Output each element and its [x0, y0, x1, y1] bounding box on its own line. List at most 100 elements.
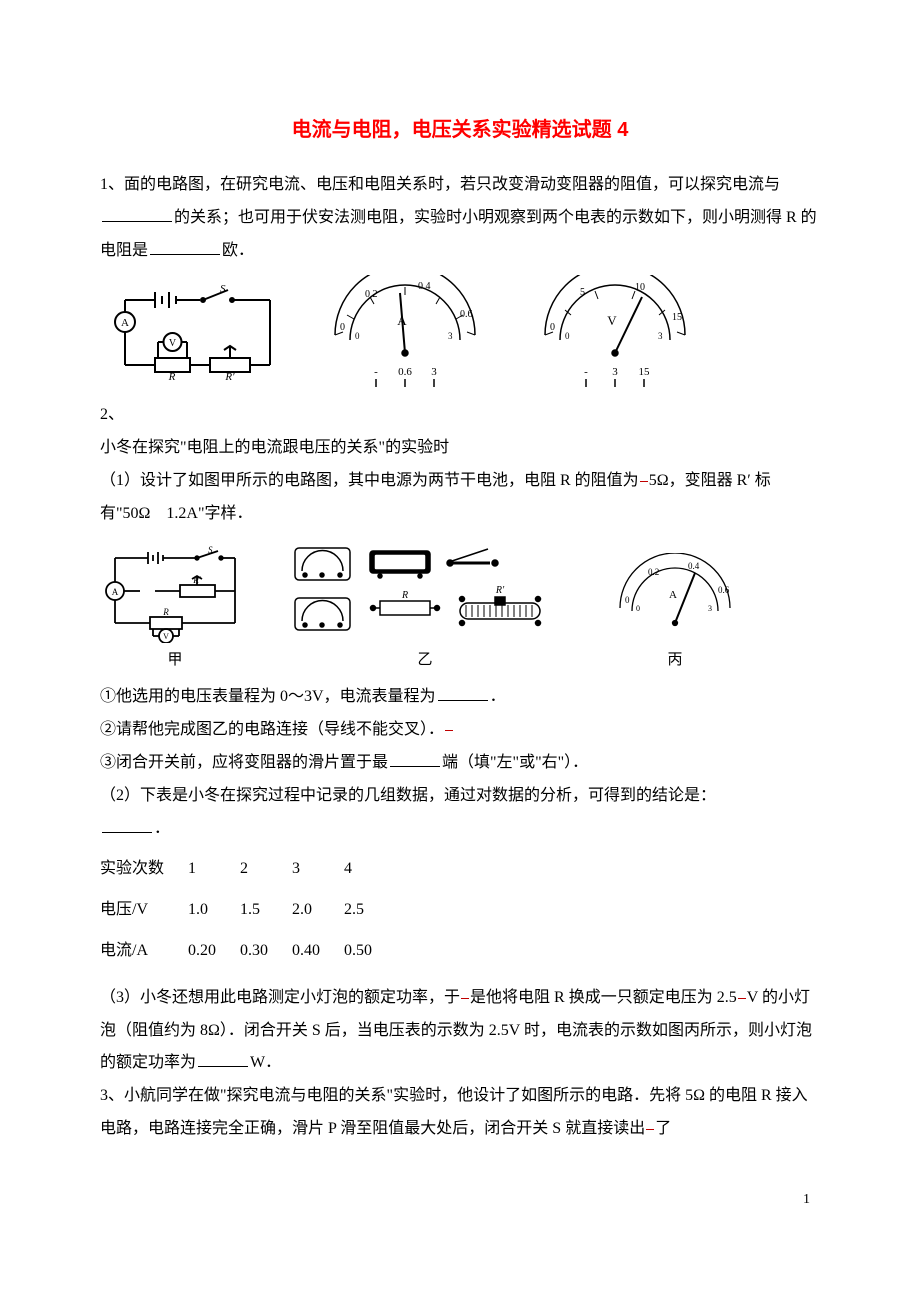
table-cell: 2.0 — [292, 890, 344, 931]
page-number: 1 — [100, 1186, 820, 1215]
tick-label: 0 — [625, 595, 630, 605]
q2-p2: （2）下表是小冬在探究过程中记录的几组数据，通过对数据的分析，可得到的结论是： — [100, 780, 820, 813]
blank — [150, 238, 220, 255]
table-cell: 电压/V — [100, 890, 188, 931]
table-cell: 0.40 — [292, 931, 344, 972]
q2-p3: （3）小冬还想用此电路测定小灯泡的额定功率，于是他将电阻 R 换成一只额定电压为… — [100, 982, 820, 1080]
table-cell: 2 — [240, 849, 292, 890]
q2-p2-blank-row: ． — [100, 813, 820, 846]
q2-s1-end: ． — [490, 688, 506, 705]
table-cell: 1 — [188, 849, 240, 890]
resistor-label: R — [401, 590, 408, 601]
terminal-label: 15 — [639, 366, 651, 378]
tick-label: 3 — [708, 604, 712, 613]
terminal-label: - — [374, 366, 378, 378]
terminal-label: 0.6 — [398, 366, 412, 378]
unit-label: A — [669, 589, 677, 601]
q3-text: 3、小航同学在做"探究电流与电阻的关系"实验时，他设计了如图所示的电路．先将 5… — [100, 1087, 808, 1137]
terminal-label: 3 — [431, 366, 437, 378]
tick-label: 10 — [635, 282, 645, 293]
tick-label: 0 — [565, 331, 570, 341]
data-table: 实验次数 1 2 3 4 电压/V 1.0 1.5 2.0 2.5 电流/A 0… — [100, 849, 396, 971]
tick-label: 0 — [636, 604, 640, 613]
tick-label: 0.4 — [688, 561, 700, 571]
terminal-label: - — [584, 366, 588, 378]
tick-label: 0.6 — [460, 309, 473, 320]
figure-label-a: 甲 — [167, 645, 182, 676]
figure-label-c: 丙 — [667, 645, 682, 676]
resistor-label: R — [162, 607, 169, 617]
q2-s2-text: ②请帮他完成图乙的电路连接（导线不能交叉）． — [100, 721, 444, 738]
q2-s1-text: ①他选用的电压表量程为 0～3V，电流表量程为 — [100, 688, 436, 705]
rheostat-label: R′ — [224, 371, 235, 383]
q2-p1: （1）设计了如图甲所示的电路图，其中电源为两节干电池，电阻 R 的阻值为5Ω，变… — [100, 465, 820, 531]
table-cell: 实验次数 — [100, 849, 188, 890]
terminal-label: 3 — [612, 366, 618, 378]
q1-figures: A V R R′ S — [100, 275, 820, 395]
table-row: 实验次数 1 2 3 4 — [100, 849, 396, 890]
q2-p3a: （3）小冬还想用此电路测定小灯泡的额定功率，于 — [100, 989, 460, 1006]
ammeter-label: A — [112, 587, 119, 597]
q2-p2-text: （2）下表是小冬在探究过程中记录的几组数据，通过对数据的分析，可得到的结论是： — [100, 787, 716, 804]
blank — [102, 205, 172, 222]
table-cell: 0.30 — [240, 931, 292, 972]
question-3: 3、小航同学在做"探究电流与电阻的关系"实验时，他设计了如图所示的电路．先将 5… — [100, 1080, 820, 1146]
table-cell: 电流/A — [100, 931, 188, 972]
table-cell: 0.50 — [344, 931, 396, 972]
q3-tail: 了 — [655, 1120, 671, 1137]
resistor-label: R — [168, 371, 176, 383]
q2-p3b: 是他将电阻 R 换成一只额定电压为 2.5 — [470, 989, 737, 1006]
q1-text-c: 欧． — [222, 242, 254, 259]
blank — [198, 1050, 248, 1067]
q2-figures: A V R R′ S 甲 — [100, 543, 820, 676]
tick-label: 0.4 — [418, 281, 431, 292]
q2-lead: 2、 — [100, 399, 820, 432]
ammeter-label: A — [121, 317, 129, 329]
table-cell: 1.0 — [188, 890, 240, 931]
tick-label: 15 — [672, 312, 682, 323]
tick-label: 0.6 — [718, 585, 730, 595]
blank — [102, 816, 152, 833]
voltmeter-label: V — [169, 338, 177, 349]
table-row: 电压/V 1.0 1.5 2.0 2.5 — [100, 890, 396, 931]
tick-label: 3 — [658, 331, 663, 341]
figure-c: 0 0.2 0.4 0.6 0 3 A 丙 — [600, 553, 750, 676]
underline-accent-icon — [640, 481, 648, 482]
blank — [438, 684, 488, 701]
unit-label: V — [607, 313, 617, 328]
q2-s3a: ③闭合开关前，应将变阻器的滑片置于最 — [100, 754, 388, 771]
tick-label: 0.2 — [365, 289, 378, 300]
figure-a: A V R R′ S 甲 — [100, 543, 250, 676]
underline-accent-icon — [445, 730, 453, 731]
q2-sub1: ①他选用的电压表量程为 0～3V，电流表量程为 ． — [100, 681, 820, 714]
circuit-diagram-icon: A V R R′ S — [100, 543, 250, 643]
ammeter-dial-icon: 0 0.2 0.4 0.6 0 3 A — [600, 553, 750, 643]
figure-b: R R′ 乙 — [290, 543, 560, 676]
tick-label: 0 — [355, 331, 360, 341]
voltmeter-label: V — [163, 632, 169, 641]
voltmeter-dial-icon: 0 5 10 15 0 3 V - 3 15 — [520, 275, 710, 395]
q2-p2-end: ． — [154, 820, 170, 837]
q2-s3b: 端（填"左"或"右"）． — [442, 754, 588, 771]
question-1: 1、面的电路图，在研究电流、电压和电阻关系时，若只改变滑动变阻器的阻值，可以探究… — [100, 169, 820, 267]
switch-label: S — [220, 283, 226, 295]
table-cell: 2.5 — [344, 890, 396, 931]
tick-label: 0 — [550, 322, 555, 333]
q2-p3-end: W． — [250, 1054, 281, 1071]
rheostat-label: R′ — [192, 575, 201, 585]
q2-p1a: （1）设计了如图甲所示的电路图，其中电源为两节干电池，电阻 R 的阻值为 — [100, 472, 639, 489]
table-cell: 1.5 — [240, 890, 292, 931]
underline-accent-icon — [738, 998, 746, 999]
q2-sub2: ②请帮他完成图乙的电路连接（导线不能交叉）． — [100, 714, 820, 747]
page: 电流与电阻，电压关系实验精选试题 4 1、面的电路图，在研究电流、电压和电阻关系… — [0, 0, 920, 1254]
underline-accent-icon — [461, 998, 469, 999]
tick-label: 3 — [448, 331, 453, 341]
underline-accent-icon — [646, 1129, 654, 1130]
figure-label-b: 乙 — [417, 645, 432, 676]
tick-label: 0 — [340, 322, 345, 333]
rheostat-label: R′ — [495, 585, 505, 596]
table-cell: 3 — [292, 849, 344, 890]
table-cell: 4 — [344, 849, 396, 890]
components-icon: R R′ — [290, 543, 560, 643]
q2-intro: 小冬在探究"电阻上的电流跟电压的关系"的实验时 — [100, 432, 820, 465]
